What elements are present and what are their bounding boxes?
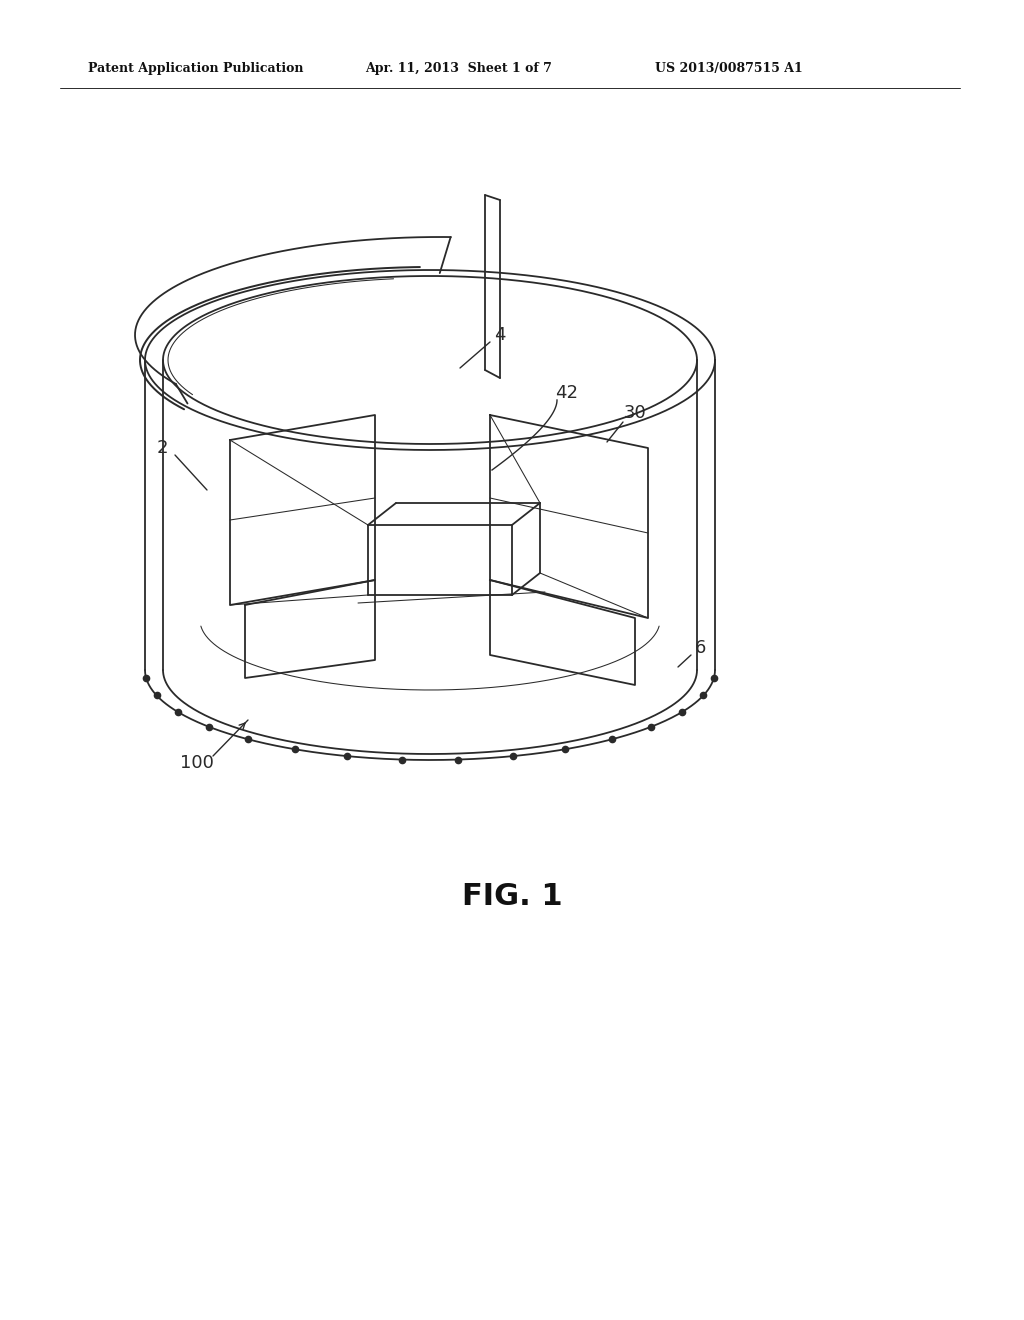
- Text: US 2013/0087515 A1: US 2013/0087515 A1: [655, 62, 803, 75]
- Text: 4: 4: [495, 326, 506, 345]
- Text: 42: 42: [555, 384, 579, 403]
- Text: FIG. 1: FIG. 1: [462, 882, 562, 911]
- Text: 100: 100: [180, 754, 214, 772]
- Text: 6: 6: [694, 639, 706, 657]
- Text: Apr. 11, 2013  Sheet 1 of 7: Apr. 11, 2013 Sheet 1 of 7: [365, 62, 552, 75]
- Text: Patent Application Publication: Patent Application Publication: [88, 62, 303, 75]
- Text: 2: 2: [157, 440, 168, 457]
- Text: 30: 30: [624, 404, 646, 422]
